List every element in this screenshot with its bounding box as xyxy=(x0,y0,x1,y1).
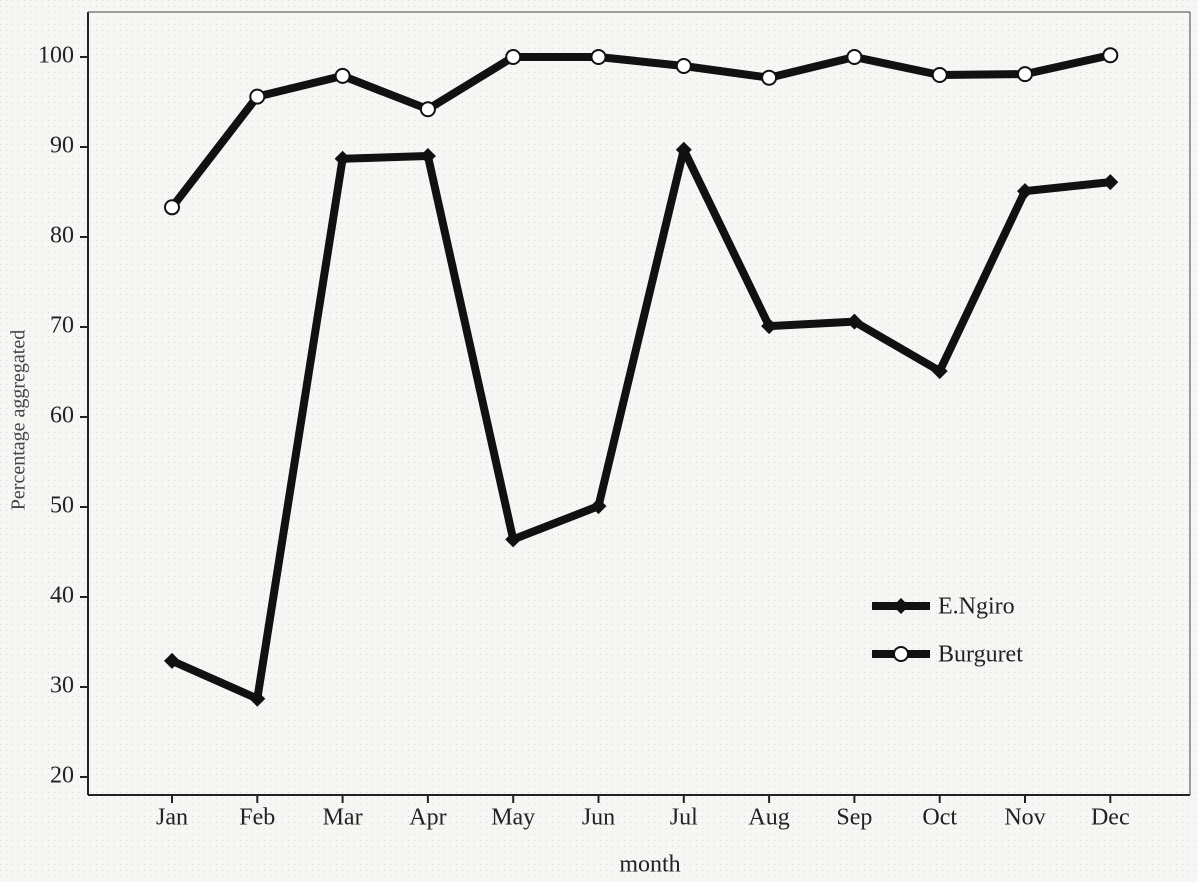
y-tick-label: 70 xyxy=(50,313,74,339)
point xyxy=(505,531,522,548)
x-axis-label: month xyxy=(619,852,680,878)
legend-label: E.Ngiro xyxy=(938,594,1015,620)
y-tick-label: 40 xyxy=(50,583,74,609)
point xyxy=(675,58,692,74)
x-tick-label: Jun xyxy=(582,805,615,831)
point xyxy=(1102,174,1119,191)
y-tick-label: 50 xyxy=(50,493,74,519)
y-tick-label: 80 xyxy=(50,223,74,249)
series-line xyxy=(168,51,1112,210)
point xyxy=(761,318,778,335)
y-tick-label: 30 xyxy=(50,673,74,699)
x-tick-label: Aug xyxy=(748,805,789,831)
y-tick-label: 100 xyxy=(38,43,74,69)
point xyxy=(1102,47,1119,64)
point xyxy=(846,313,863,330)
point xyxy=(164,652,180,669)
point xyxy=(334,67,351,84)
point xyxy=(249,88,266,105)
point xyxy=(761,69,778,86)
point xyxy=(675,141,692,158)
legend-marker xyxy=(893,646,909,662)
y-tick-label: 60 xyxy=(50,403,74,429)
legend-marker xyxy=(893,598,909,614)
x-tick-label: Feb xyxy=(239,805,275,831)
x-tick-label: Mar xyxy=(323,805,363,831)
point xyxy=(249,690,266,707)
series-line xyxy=(170,145,1111,703)
point xyxy=(164,199,180,216)
point xyxy=(419,101,436,118)
point xyxy=(505,49,522,65)
point xyxy=(931,67,948,83)
x-tick-label: Oct xyxy=(922,805,957,831)
point xyxy=(931,363,948,380)
point xyxy=(590,49,607,65)
y-tick-label: 90 xyxy=(50,133,74,159)
x-tick-label: Jul xyxy=(670,805,698,831)
x-tick-label: Sep xyxy=(836,805,872,831)
point xyxy=(590,498,607,515)
x-tick-label: May xyxy=(491,805,535,831)
x-tick-label: Nov xyxy=(1004,805,1045,831)
point xyxy=(334,150,351,167)
point xyxy=(419,148,436,164)
y-tick-label: 20 xyxy=(50,763,74,789)
y-axis-label: Percentage aggregated xyxy=(8,330,30,510)
x-tick-label: Apr xyxy=(409,805,446,831)
point xyxy=(1017,183,1033,200)
x-tick-label: Jan xyxy=(156,805,188,831)
legend-label: Burguret xyxy=(938,642,1023,668)
point xyxy=(846,49,863,65)
point xyxy=(1017,66,1033,83)
x-tick-label: Dec xyxy=(1091,805,1130,831)
